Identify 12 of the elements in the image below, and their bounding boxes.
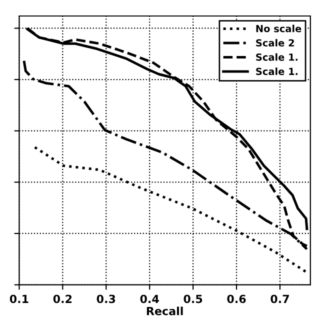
legend-label: No scale bbox=[256, 24, 302, 32]
x-tick-label: 0.2 bbox=[53, 294, 72, 304]
legend-label: Scale 2 bbox=[256, 39, 294, 47]
x-tick-label: 0.3 bbox=[96, 294, 116, 304]
x-axis-title: Recall bbox=[146, 306, 183, 316]
x-tick-label: 0.1 bbox=[10, 294, 28, 304]
x-tick-label: 0.5 bbox=[184, 294, 202, 304]
legend-label: Scale 1. bbox=[256, 68, 298, 76]
x-tick-label: 0.7 bbox=[270, 294, 289, 304]
x-tick-label: 0.6 bbox=[227, 294, 246, 304]
x-tick-label: 0.4 bbox=[140, 294, 159, 304]
legend-label: Scale 1. bbox=[256, 53, 298, 61]
